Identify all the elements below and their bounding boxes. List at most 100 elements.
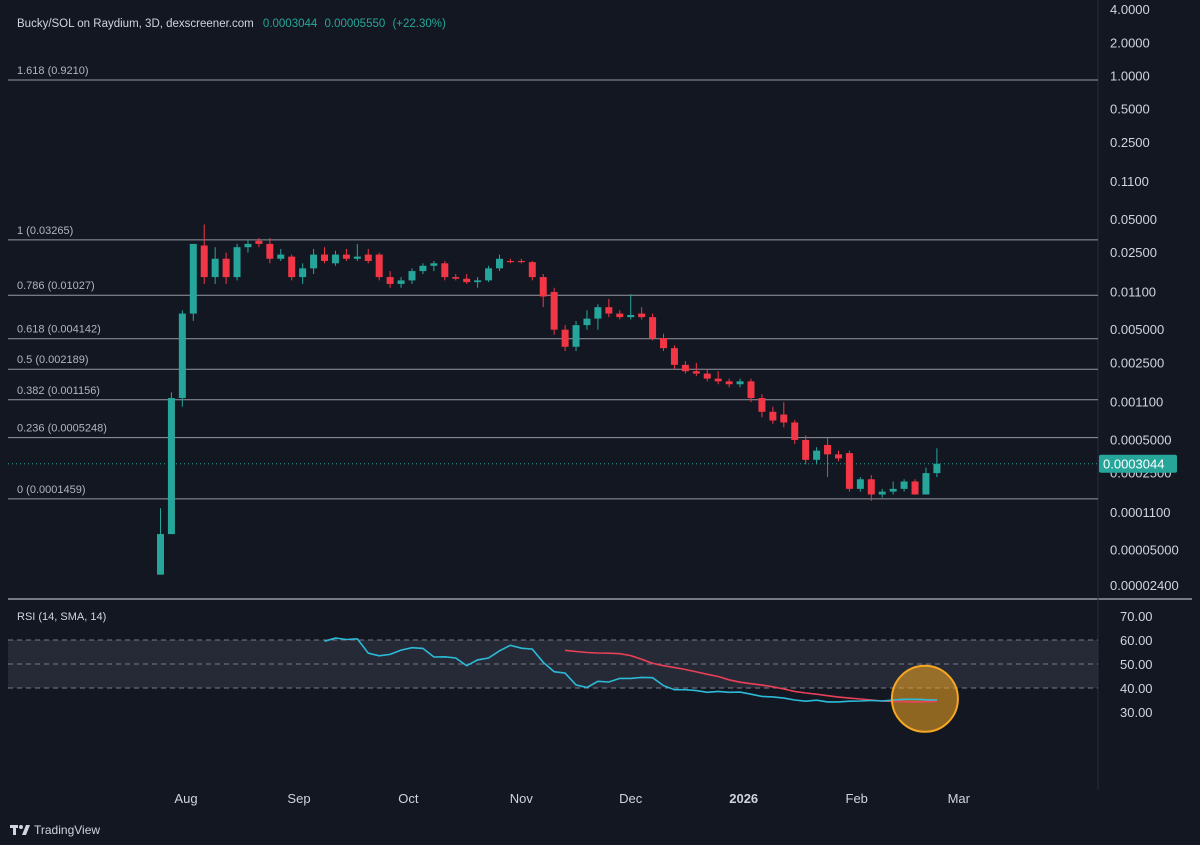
candle (900, 479, 908, 492)
candle-body (660, 338, 668, 349)
candle (824, 438, 832, 478)
candle-body (528, 262, 536, 278)
candle-body (703, 373, 711, 379)
candle-body (277, 254, 285, 259)
candle-body (244, 243, 252, 248)
candle-body (550, 291, 558, 330)
candle (156, 508, 164, 575)
candle-body (561, 329, 569, 347)
candle-body (681, 364, 689, 372)
candle (342, 248, 350, 261)
candle-body (638, 313, 646, 318)
price-tick-label: 0.5000 (1110, 102, 1150, 117)
candle (834, 450, 842, 462)
candle-body (331, 254, 339, 264)
rsi-tick-label: 30.00 (1120, 705, 1153, 720)
candle (725, 378, 733, 388)
candle (200, 224, 208, 284)
time-tick-label: Sep (287, 791, 310, 806)
time-tick-label: Mar (948, 791, 971, 806)
rsi-tick-label: 70.00 (1120, 609, 1153, 624)
symbol-title: Bucky/SOL on Raydium, 3D, dexscreener.co… (17, 18, 254, 30)
candle (452, 273, 460, 281)
candle (364, 248, 372, 264)
price-tick-label: 0.00005000 (1110, 543, 1179, 558)
candle-body (299, 268, 307, 278)
candle (867, 475, 875, 501)
header-price: 0.0003044 (262, 18, 318, 30)
rsi-line-highlighted (893, 698, 937, 701)
candle-body (856, 479, 864, 489)
candle (244, 239, 252, 253)
candle-body (791, 422, 799, 440)
time-tick-label: Nov (510, 791, 534, 806)
candle (189, 243, 197, 321)
candle (331, 250, 339, 266)
candle-body (342, 254, 350, 259)
candle (299, 263, 307, 284)
candle (670, 345, 678, 369)
candle (550, 287, 558, 335)
chart-header: Bucky/SOL on Raydium, 3D, dexscreener.co… (17, 18, 446, 30)
tradingview-logo-icon (10, 824, 30, 835)
candle (463, 273, 471, 284)
candle (758, 394, 766, 418)
candle (353, 243, 361, 261)
candle (397, 277, 405, 288)
candle-body (506, 260, 514, 263)
price-tick-label: 0.2500 (1110, 135, 1150, 150)
candle (889, 481, 897, 495)
candle (616, 310, 624, 320)
candle (627, 294, 635, 320)
candle (495, 254, 503, 272)
candle-body (386, 277, 394, 284)
candle (736, 378, 744, 388)
candle (922, 467, 930, 495)
candle-body (517, 260, 525, 263)
candle (638, 307, 646, 320)
candle-body (266, 243, 274, 259)
candle-body (758, 398, 766, 412)
fib-level-label: 0 (0.0001459) (17, 484, 86, 496)
candle-body (485, 268, 493, 281)
candle-body (714, 378, 722, 382)
price-tick-label: 0.002500 (1110, 355, 1164, 370)
price-tick-label: 0.02500 (1110, 245, 1157, 260)
candle-body (867, 479, 875, 495)
candle (430, 260, 438, 272)
candle (802, 435, 810, 465)
tradingview-watermark[interactable]: TradingView (10, 823, 100, 837)
candle-body (419, 265, 427, 272)
candle-body (288, 256, 296, 278)
candle-body (616, 313, 624, 318)
candle-body (233, 247, 241, 278)
candle (813, 447, 821, 465)
candle (561, 325, 569, 352)
candle-body (780, 414, 788, 423)
time-tick-label: Feb (846, 791, 868, 806)
candle-body (397, 280, 405, 284)
candle-body (802, 439, 810, 460)
candle-body (189, 243, 197, 314)
candle-body (178, 313, 186, 399)
candle-body (878, 491, 886, 495)
price-tick-label: 0.0001100 (1110, 505, 1171, 520)
candle-body (200, 245, 208, 278)
price-tick-label: 0.001100 (1110, 395, 1163, 410)
fib-level-label: 0.236 (0.0005248) (17, 423, 107, 435)
candle-body (889, 488, 897, 492)
header-change-pct: (+22.30%) (392, 18, 446, 30)
candle (845, 450, 853, 492)
candle-body (834, 454, 842, 459)
candle-body (933, 463, 941, 474)
candle (539, 273, 547, 308)
rsi-sma-line-highlighted (893, 700, 937, 703)
watermark-text: TradingView (34, 823, 101, 837)
candle (572, 320, 580, 352)
candle-body (670, 348, 678, 365)
candle-body (911, 481, 919, 495)
price-tick-label: 0.00002400 (1110, 578, 1179, 593)
candle (485, 265, 493, 283)
candle (321, 247, 329, 264)
